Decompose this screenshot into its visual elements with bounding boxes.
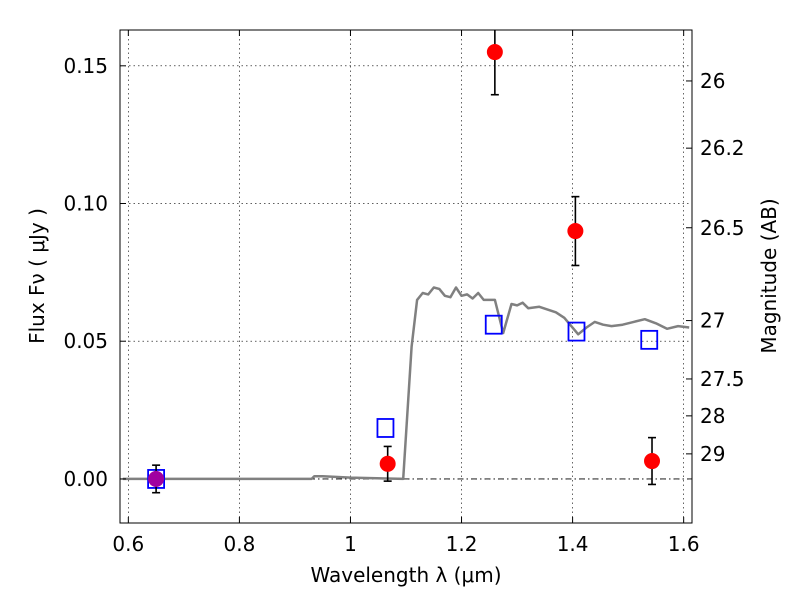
y2-tick-label: 27 [700, 309, 725, 333]
y-tick-label: 0.15 [63, 54, 108, 78]
observed-flux-point [148, 470, 165, 487]
y2-tick-label: 28 [700, 404, 725, 428]
model-flux-marker [567, 321, 586, 342]
y-tick-label: 0.05 [63, 329, 108, 353]
observed-points [148, 30, 661, 494]
observed-flux-point [379, 455, 396, 472]
x-axis-label: Wavelength λ (μm) [310, 563, 501, 587]
observed-flux-point [644, 453, 661, 470]
y2-tick-label: 26 [700, 69, 725, 93]
observed-flux-point [486, 44, 503, 61]
model-flux-marker [484, 314, 503, 335]
observed-flux-point [567, 223, 584, 240]
y2-axis-label: Magnitude (AB) [757, 198, 781, 353]
y2-tick-label: 29 [700, 442, 725, 466]
x-tick-label: 0.6 [112, 532, 144, 556]
x-tick-label: 1.2 [446, 532, 478, 556]
y-axis: 0.00 0.05 0.10 0.15 [63, 54, 126, 491]
x-tick-label: 1.6 [668, 532, 700, 556]
x-tick-label: 1.4 [557, 532, 589, 556]
x-tick-label: 1 [344, 532, 357, 556]
y2-tick-label: 27.5 [700, 367, 745, 391]
y-tick-label: 0.00 [63, 467, 108, 491]
y2-tick-label: 26.5 [700, 216, 745, 240]
x-axis: 0.6 0.8 1 1.2 1.4 1.6 [112, 30, 700, 556]
plot-frame [119, 29, 693, 524]
sed-model-line [122, 286, 690, 481]
sed-curve [122, 286, 690, 481]
y2-tick-label: 26.2 [700, 136, 745, 160]
model-points [147, 314, 659, 489]
y2-axis: 26 26.2 26.5 27 27.5 28 29 [686, 69, 745, 466]
model-flux-marker [640, 329, 659, 350]
model-flux-marker [376, 418, 395, 438]
y-tick-label: 0.10 [63, 192, 108, 216]
x-tick-label: 0.8 [223, 532, 255, 556]
y-axis-label: Flux Fν ( μJy ) [25, 208, 49, 344]
